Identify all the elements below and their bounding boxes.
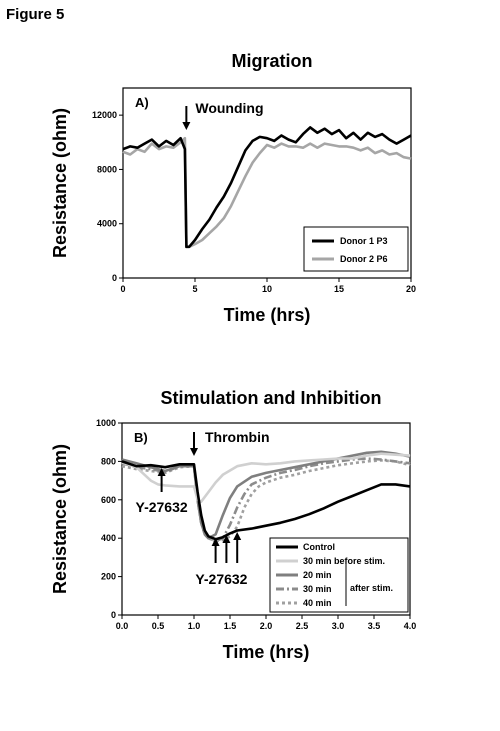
chart2-panel-label: B) bbox=[134, 430, 148, 445]
chart1-y-tick-label: 8000 bbox=[97, 164, 117, 174]
chart1-x-tick-label: 20 bbox=[406, 284, 416, 294]
chart2-x-tick-label: 2.5 bbox=[296, 621, 309, 631]
chart2-y-tick-label: 1000 bbox=[96, 418, 116, 428]
chart2-thrombin-arrow-head bbox=[190, 448, 198, 456]
chart2-legend-entry: 30 min before stim. bbox=[303, 556, 385, 566]
chart2-y-tick-label: 400 bbox=[101, 533, 116, 543]
chart1-panel-label: A) bbox=[135, 95, 149, 110]
chart2-inhibitor-arrow-head bbox=[233, 532, 242, 540]
chart1-legend-entry: Donor 2 P6 bbox=[340, 254, 388, 264]
chart2-inhibitor-label-2: Y-27632 bbox=[195, 571, 247, 587]
chart2-legend-entry: 20 min bbox=[303, 570, 332, 580]
chart2-x-tick-label: 2.0 bbox=[260, 621, 273, 631]
chart2-y-tick-label: 0 bbox=[111, 610, 116, 620]
chart1-annotation-label: Wounding bbox=[195, 100, 263, 116]
chart1-x-tick-label: 5 bbox=[192, 284, 197, 294]
chart2-legend-entry: Control bbox=[303, 542, 335, 552]
chart2-legend-entry: 40 min bbox=[303, 598, 332, 608]
chart2-y-tick-label: 800 bbox=[101, 456, 116, 466]
chart1-legend-box bbox=[303, 226, 409, 272]
chart2-x-tick-label: 1.5 bbox=[224, 621, 237, 631]
chart2-series-line bbox=[121, 450, 411, 540]
chart1-series-line bbox=[122, 136, 412, 249]
chart1-x-tick-label: 0 bbox=[120, 284, 125, 294]
chart1-wounding-arrow-head bbox=[182, 122, 191, 130]
chart2-x-tick-label: 1.0 bbox=[188, 621, 201, 631]
chart2-x-tick-label: 0.0 bbox=[116, 621, 129, 631]
chart2-x-tick-label: 3.0 bbox=[332, 621, 345, 631]
chart1-y-tick-label: 12000 bbox=[92, 110, 117, 120]
chart1-series-line bbox=[122, 126, 412, 249]
chart2-thrombin-label: Thrombin bbox=[205, 429, 270, 445]
chart1-x-tick-label: 10 bbox=[262, 284, 272, 294]
chart2-inhibitor-label-1: Y-27632 bbox=[136, 499, 188, 515]
chart2-legend-group-label: after stim. bbox=[350, 583, 393, 593]
chart2-x-tick-label: 4.0 bbox=[404, 621, 417, 631]
chart2-inhibitor-arrow-head bbox=[157, 468, 166, 476]
chart2-title: Stimulation and Inhibition bbox=[161, 388, 382, 408]
chart1-y-tick-label: 0 bbox=[112, 273, 117, 283]
chart1-x-axis-label: Time (hrs) bbox=[224, 305, 311, 325]
figure-label: Figure 5 bbox=[6, 6, 65, 23]
chart2-y-tick-label: 200 bbox=[101, 572, 116, 582]
chart1-legend-entry: Donor 1 P3 bbox=[340, 236, 388, 246]
chart2-inhibitor-arrow-head bbox=[222, 535, 231, 543]
chart2-y-tick-label: 600 bbox=[101, 495, 116, 505]
chart1-x-tick-label: 15 bbox=[334, 284, 344, 294]
chart2-legend-entry: 30 min bbox=[303, 584, 332, 594]
chart2-series-line bbox=[121, 460, 411, 541]
chart2-x-axis-label: Time (hrs) bbox=[223, 642, 310, 662]
chart2-x-tick-label: 0.5 bbox=[152, 621, 165, 631]
chart1-y-axis-label: Resistance (ohm) bbox=[50, 108, 70, 258]
chart2-x-tick-label: 3.5 bbox=[368, 621, 381, 631]
chart1-y-tick-label: 4000 bbox=[97, 219, 117, 229]
chart1-title: Migration bbox=[232, 51, 313, 71]
chart2-inhibitor-arrow-head bbox=[211, 538, 220, 546]
chart2-y-axis-label: Resistance (ohm) bbox=[50, 444, 70, 594]
chart2-series-line bbox=[121, 452, 411, 503]
